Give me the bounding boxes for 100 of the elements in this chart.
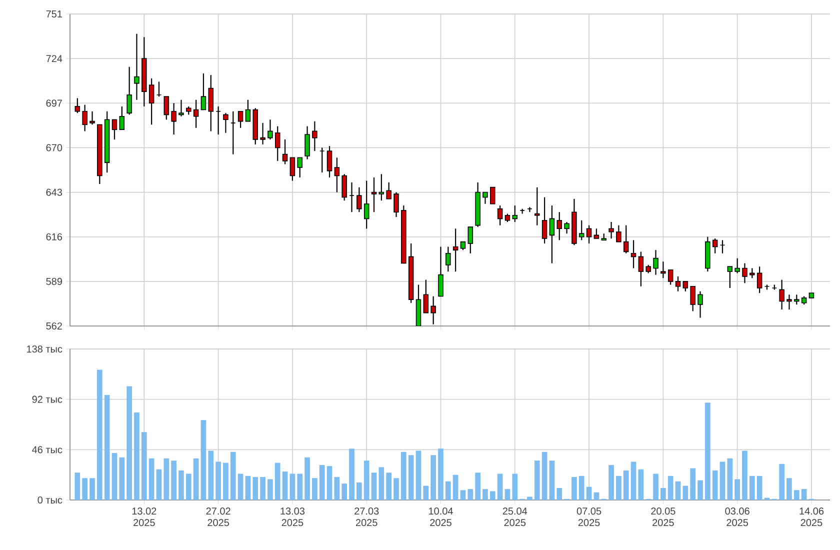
candlestick xyxy=(378,174,384,202)
bar xyxy=(334,477,340,500)
y-tick-label: 751 xyxy=(46,10,62,18)
bar xyxy=(90,478,95,500)
bar xyxy=(452,474,458,500)
bar xyxy=(779,464,784,500)
bar xyxy=(200,420,206,500)
candlestick xyxy=(668,269,674,286)
candlestick xyxy=(193,99,199,128)
bar xyxy=(542,452,548,500)
candlestick xyxy=(364,180,370,230)
bar xyxy=(326,466,332,500)
bar xyxy=(497,474,503,500)
bar xyxy=(126,386,132,500)
bar xyxy=(290,474,296,500)
bar xyxy=(208,450,214,500)
candlestick xyxy=(178,99,184,117)
bar xyxy=(578,476,584,500)
bar xyxy=(386,472,392,500)
candlestick xyxy=(794,294,800,306)
candlestick xyxy=(690,286,696,312)
candlestick xyxy=(290,157,296,182)
bar xyxy=(304,457,310,500)
bar xyxy=(104,394,110,500)
bar xyxy=(549,460,555,500)
candlestick xyxy=(112,119,118,140)
bar xyxy=(720,462,726,500)
candlestick xyxy=(742,262,748,284)
bar xyxy=(356,482,362,500)
candlestick xyxy=(446,246,451,272)
bar xyxy=(96,370,102,500)
candlestick xyxy=(452,228,458,272)
bar xyxy=(245,476,251,500)
bar xyxy=(460,490,466,500)
candlestick xyxy=(549,204,555,264)
candlestick xyxy=(245,99,251,122)
candlestick xyxy=(423,279,429,314)
candlestick xyxy=(430,296,436,325)
bar xyxy=(119,457,125,500)
bar xyxy=(794,490,800,500)
candlestick xyxy=(490,186,496,204)
bar xyxy=(586,486,592,500)
bar xyxy=(698,480,703,500)
x-tick-label: 20.05 2025 xyxy=(651,508,676,526)
bar xyxy=(512,474,518,500)
candlestick xyxy=(638,251,644,287)
bar xyxy=(400,452,406,500)
x-tick-label: 25.04 2025 xyxy=(502,508,528,526)
bar xyxy=(786,478,792,500)
y-tick-label: 589 xyxy=(46,278,62,285)
candlestick xyxy=(82,104,88,132)
x-tick-label: 27.02 2025 xyxy=(206,508,230,526)
candlestick xyxy=(512,204,518,223)
bar xyxy=(630,462,636,500)
candlestick xyxy=(623,224,629,254)
bar xyxy=(527,496,532,500)
x-tick-label: 03.06 2025 xyxy=(725,508,750,526)
bar xyxy=(171,460,176,500)
bar xyxy=(690,468,696,500)
y-tick-label: 643 xyxy=(46,188,62,196)
x-tick-label: 07.05 2025 xyxy=(576,508,602,526)
candlestick xyxy=(660,261,666,279)
candlestick xyxy=(682,280,688,292)
bar xyxy=(475,472,480,500)
candlestick xyxy=(675,276,681,292)
bar xyxy=(349,448,354,500)
bar xyxy=(712,470,718,500)
bar xyxy=(260,477,266,500)
bar xyxy=(468,489,474,500)
y-tick-label: 697 xyxy=(46,100,62,107)
bar xyxy=(394,478,399,500)
y-tick-label: 616 xyxy=(46,233,62,240)
y-tick-label: 138 тыс xyxy=(27,345,62,353)
candlestick xyxy=(282,138,288,165)
candlestick xyxy=(342,174,347,202)
bar xyxy=(141,432,147,500)
candlestick xyxy=(653,250,658,276)
y-tick-label: 46 тыс xyxy=(32,446,62,454)
candlestick xyxy=(394,192,399,218)
candlestick xyxy=(356,186,362,213)
candlestick xyxy=(208,74,214,132)
candlestick xyxy=(482,192,488,204)
bar xyxy=(572,477,577,500)
bar xyxy=(801,489,807,500)
bar xyxy=(534,460,540,500)
candlestick xyxy=(779,279,784,310)
candlestick xyxy=(564,221,570,234)
candlestick xyxy=(268,119,273,140)
bar xyxy=(438,448,444,500)
bar xyxy=(482,489,488,500)
bar xyxy=(230,452,236,500)
bar xyxy=(342,484,348,500)
candlestick xyxy=(727,266,733,289)
bar xyxy=(82,478,88,500)
bar xyxy=(416,450,422,500)
bar xyxy=(364,460,370,500)
bar xyxy=(134,412,140,500)
bar xyxy=(682,486,688,500)
bar xyxy=(727,458,733,500)
bar xyxy=(704,402,710,500)
